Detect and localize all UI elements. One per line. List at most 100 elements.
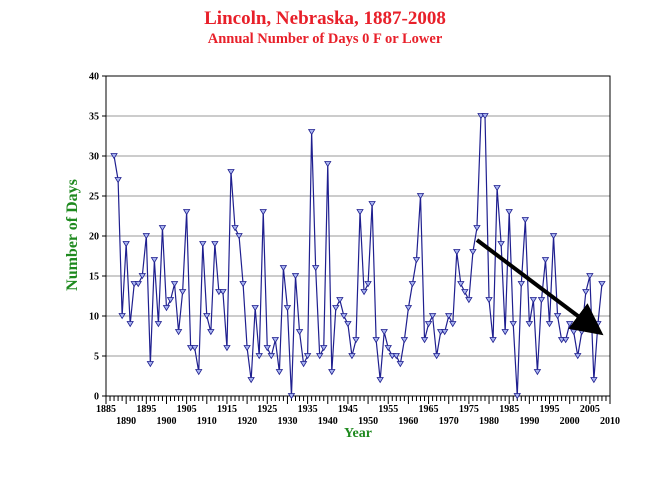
data-point [578, 329, 586, 336]
x-tick-label: 1900 [156, 416, 176, 427]
chart-subtitle: Annual Number of Days 0 F or Lower [207, 31, 443, 47]
data-point [352, 337, 360, 344]
data-point [251, 305, 259, 312]
data-point [497, 241, 505, 248]
data-point [307, 129, 316, 136]
data-point [400, 337, 409, 344]
data-point [485, 297, 493, 304]
data-point [219, 289, 227, 296]
data-point [376, 377, 384, 384]
data-point [457, 281, 465, 288]
data-point [574, 353, 582, 360]
y-tick-label: 15 [89, 272, 99, 283]
data-point [432, 353, 441, 360]
data-point [440, 329, 449, 336]
data-point [231, 225, 239, 232]
data-point [271, 337, 280, 344]
x-tick-label: 1950 [358, 416, 378, 427]
x-tick-label: 1945 [338, 404, 358, 415]
data-point [364, 281, 372, 288]
data-point [311, 265, 320, 272]
data-point [340, 313, 348, 320]
data-point [594, 321, 602, 328]
data-point [150, 257, 159, 264]
data-point [469, 249, 477, 256]
trend-arrow [475, 238, 604, 336]
data-point [513, 393, 521, 400]
data-point [481, 113, 489, 120]
data-point [243, 345, 251, 352]
data-point [126, 321, 134, 328]
data-point [320, 345, 328, 352]
data-point [328, 369, 336, 376]
x-tick-label: 1925 [257, 404, 277, 415]
data-point [174, 329, 183, 336]
data-point [453, 249, 461, 256]
data-point [493, 185, 501, 192]
x-tick-label: 2000 [560, 416, 580, 427]
data-point [223, 345, 231, 352]
x-tick-label: 1890 [116, 416, 136, 427]
x-tick-label: 1885 [96, 404, 116, 415]
y-tick-label: 25 [89, 192, 99, 203]
data-point [461, 289, 469, 296]
data-point [348, 353, 356, 360]
data-point [428, 313, 437, 320]
y-tick-label: 10 [89, 312, 99, 323]
data-point [582, 289, 590, 296]
x-tick-label: 1965 [419, 404, 439, 415]
data-point [295, 329, 304, 336]
data-point [561, 337, 570, 344]
data-point [142, 233, 151, 240]
data-point [199, 241, 207, 248]
data-point [396, 361, 405, 368]
data-point [404, 305, 413, 312]
x-tick-label: 2005 [580, 404, 600, 415]
data-point [408, 281, 417, 288]
chart-title: Lincoln, Nebraska, 1887-2008 [204, 8, 446, 29]
x-tick-label: 1990 [519, 416, 539, 427]
data-point [549, 233, 558, 240]
data-point [598, 281, 606, 288]
x-tick-label: 1970 [439, 416, 459, 427]
data-point [166, 297, 175, 304]
data-point [449, 321, 457, 328]
data-point [122, 241, 130, 248]
data-point [356, 209, 364, 216]
data-point [489, 337, 497, 344]
data-point [279, 265, 288, 272]
data-point [275, 369, 284, 376]
data-point [170, 281, 179, 288]
data-point [586, 273, 594, 280]
data-point [545, 321, 554, 328]
data-point [291, 273, 300, 280]
data-point [259, 209, 267, 216]
data-point [541, 257, 550, 264]
data-point [211, 241, 219, 248]
data-point [114, 177, 122, 184]
x-tick-label: 1985 [499, 404, 519, 415]
x-tick-label: 1975 [459, 404, 479, 415]
data-point [529, 297, 538, 304]
data-point [384, 345, 392, 352]
x-tick-label: 1940 [318, 416, 338, 427]
data-point [590, 377, 598, 384]
x-tick-label: 1995 [540, 404, 560, 415]
data-point [332, 305, 340, 312]
x-tick-label: 1955 [378, 404, 398, 415]
x-tick-label: 1895 [136, 404, 156, 415]
data-point [380, 329, 388, 336]
y-tick-label: 20 [89, 232, 99, 243]
x-tick-label: 1910 [197, 416, 217, 427]
data-point [227, 169, 235, 176]
data-point [239, 281, 247, 288]
data-point [203, 313, 211, 320]
data-point [505, 209, 513, 216]
x-tick-label: 1930 [277, 416, 297, 427]
data-point [517, 281, 526, 288]
data-point [287, 393, 296, 400]
data-point [195, 369, 203, 376]
data-point [158, 225, 167, 232]
data-point [110, 153, 118, 160]
data-point [207, 329, 215, 336]
